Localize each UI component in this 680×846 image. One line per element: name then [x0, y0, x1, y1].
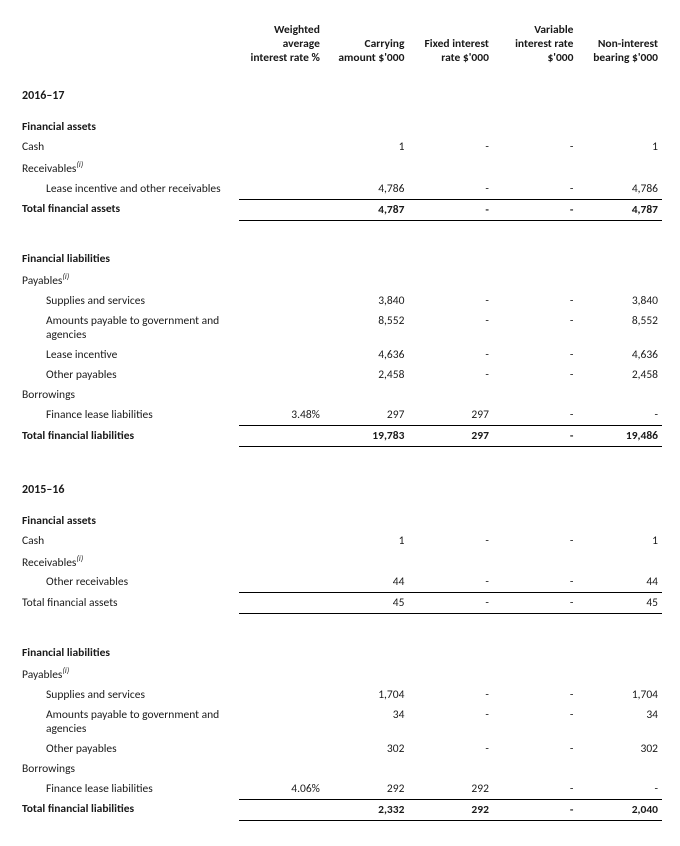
header-row: Weighted average interest rate % Carryin… [18, 20, 662, 71]
row-total-assets-17: Total financial assets 4,787 - - 4,787 [18, 199, 662, 220]
row-total-liab-17: Total financial liabilities 19,783 297 -… [18, 426, 662, 447]
row-cash-17: Cash 1 - - 1 [18, 137, 662, 157]
section-fin-assets-17: Financial assets [18, 106, 662, 137]
row-payables-16: Payables(i) [18, 663, 662, 685]
row-other-pay-17: Other payables 2,458 - - 2,458 [18, 365, 662, 385]
row-payables-17: Payables(i) [18, 269, 662, 291]
col-variable: Variable interest rate $'000 [493, 20, 578, 71]
section-fin-assets-16: Financial assets [18, 500, 662, 531]
row-fin-lease-16: Finance lease liabilities 4.06% 292 292 … [18, 779, 662, 800]
row-receivables-16: Receivables(i) [18, 551, 662, 573]
financial-instruments-table: Weighted average interest rate % Carryin… [18, 20, 662, 821]
row-borrowings-17: Borrowings [18, 385, 662, 405]
row-supplies-16: Supplies and services 1,704 - - 1,704 [18, 685, 662, 705]
col-carrying: Carrying amount $'000 [324, 20, 409, 71]
col-weighted: Weighted average interest rate % [239, 20, 324, 71]
row-receivables-17: Receivables(i) [18, 157, 662, 179]
row-cash-16: Cash 1 - - 1 [18, 531, 662, 551]
row-supplies-17: Supplies and services 3,840 - - 3,840 [18, 291, 662, 311]
col-nonint: Non-interest bearing $'000 [577, 20, 662, 71]
row-other-recv-16: Other receivables 44 - - 44 [18, 572, 662, 593]
row-other-pay-16: Other payables 302 - - 302 [18, 739, 662, 759]
year-2016-17: 2016–17 [18, 71, 662, 106]
row-lease-recv-17: Lease incentive and other receivables 4,… [18, 179, 662, 200]
row-lease-inc-17: Lease incentive 4,636 - - 4,636 [18, 345, 662, 365]
row-total-assets-16: Total financial assets 45 - - 45 [18, 593, 662, 614]
row-amounts-gov-17: Amounts payable to government and agenci… [18, 311, 662, 345]
section-fin-liab-16: Financial liabilities [18, 632, 662, 663]
row-fin-lease-17: Finance lease liabilities 3.48% 297 297 … [18, 405, 662, 426]
row-total-liab-16: Total financial liabilities 2,332 292 - … [18, 799, 662, 820]
section-fin-liab-17: Financial liabilities [18, 238, 662, 269]
row-borrowings-16: Borrowings [18, 759, 662, 779]
col-fixed: Fixed interest rate $'000 [408, 20, 493, 71]
year-2015-16: 2015–16 [18, 465, 662, 500]
row-amounts-gov-16: Amounts payable to government and agenci… [18, 705, 662, 739]
